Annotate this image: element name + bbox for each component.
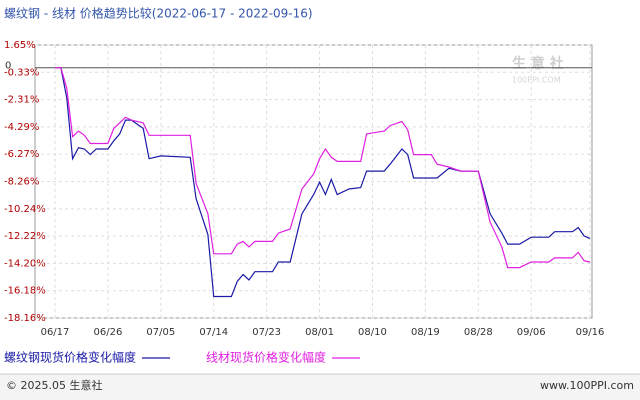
- legend-label: 螺纹钢现货价格变化幅度: [4, 350, 136, 365]
- x-tick-label: 06/26: [93, 327, 122, 338]
- y-tick-label: -18.16%: [4, 313, 46, 324]
- x-tick-label: 08/01: [305, 327, 334, 338]
- x-tick-label: 07/14: [199, 327, 228, 338]
- watermark: 生 意 社: [512, 55, 564, 72]
- y-tick-label: -8.26%: [4, 177, 39, 188]
- x-tick-label: 06/17: [41, 327, 70, 338]
- x-tick-label: 09/06: [517, 327, 546, 338]
- y-tick-label: -0.33%: [4, 67, 39, 78]
- series-line: [55, 67, 591, 269]
- legend-label: 线材现货价格变化幅度: [206, 350, 326, 365]
- footer-right: www.100PPI.com: [540, 379, 634, 392]
- y-tick-label: -4.29%: [4, 122, 39, 133]
- y-tick-label: 0: [5, 61, 11, 72]
- chart-title: 螺纹钢 - 线材 价格趋势比较(2022-06-17 - 2022-09-16): [4, 6, 313, 21]
- y-tick-label: -14.20%: [4, 258, 46, 269]
- x-tick-label: 07/05: [146, 327, 175, 338]
- y-tick-label: -12.22%: [4, 231, 46, 242]
- x-tick-label: 09/16: [576, 327, 605, 338]
- x-tick-label: 07/23: [252, 327, 281, 338]
- footer-left: © 2025.05 生意社: [6, 378, 102, 392]
- y-tick-label: -16.18%: [4, 286, 46, 297]
- x-tick-label: 08/19: [411, 327, 440, 338]
- x-tick-label: 08/10: [358, 327, 387, 338]
- y-tick-label: -2.31%: [4, 95, 39, 106]
- watermark: 100PPI.COM: [512, 76, 561, 85]
- footer-band: [0, 374, 640, 400]
- y-tick-label: -6.27%: [4, 149, 39, 160]
- y-tick-label: 1.65%: [4, 40, 36, 51]
- x-tick-label: 08/28: [464, 327, 493, 338]
- y-tick-label: -10.24%: [4, 204, 46, 215]
- series-line: [55, 67, 591, 298]
